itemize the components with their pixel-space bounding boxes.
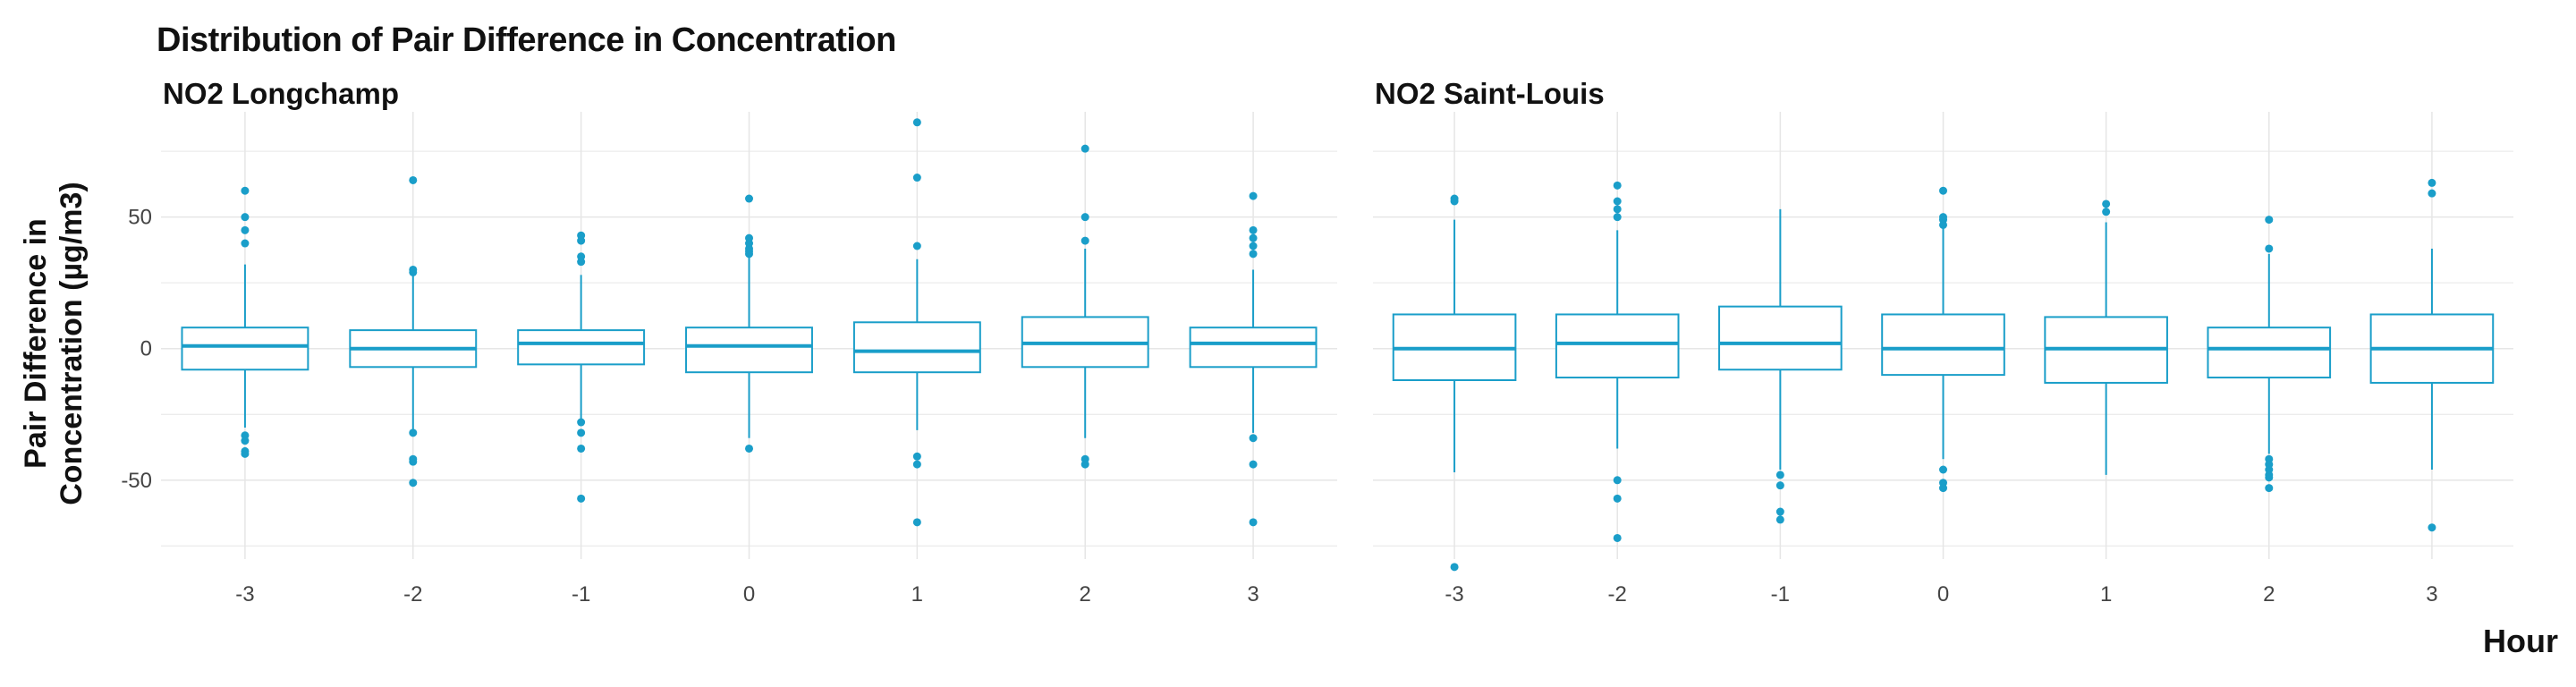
outlier-point <box>241 449 250 458</box>
outlier-point <box>1613 197 1622 206</box>
box <box>181 327 309 371</box>
outlier-point <box>1775 507 1784 516</box>
outlier-point <box>2265 244 2274 253</box>
outlier-point <box>1450 197 1459 206</box>
outlier-point <box>1249 250 1258 259</box>
outlier-point <box>1249 233 1258 242</box>
x-tick-label: -1 <box>572 582 590 606</box>
outlier-point <box>1249 518 1258 527</box>
outlier-point <box>577 494 586 503</box>
outlier-point <box>1613 494 1622 503</box>
outlier-point <box>577 258 586 267</box>
outlier-point <box>409 175 418 184</box>
outlier-point <box>912 460 921 469</box>
box <box>1555 313 1680 379</box>
outlier-point <box>409 457 418 466</box>
x-tick-label: -2 <box>1608 582 1627 606</box>
box <box>2207 327 2332 379</box>
outlier-point <box>912 518 921 527</box>
x-tick-label: -1 <box>1771 582 1790 606</box>
outlier-point <box>1249 460 1258 469</box>
x-axis-label: Hour <box>2483 623 2558 659</box>
x-tick-label: -2 <box>403 582 422 606</box>
x-tick-label: 2 <box>1080 582 1091 606</box>
outlier-point <box>1080 213 1089 222</box>
box <box>1881 313 2005 377</box>
outlier-point <box>1939 220 1947 229</box>
outlier-point <box>241 186 250 195</box>
chart-title: Distribution of Pair Difference in Conce… <box>157 21 896 59</box>
outlier-point <box>1613 205 1622 214</box>
outlier-point <box>1080 460 1089 469</box>
box <box>1718 305 1843 371</box>
x-tick-label: 1 <box>911 582 923 606</box>
outlier-point <box>241 225 250 234</box>
outlier-point <box>241 239 250 248</box>
x-tick-label: 0 <box>743 582 755 606</box>
outlier-point <box>577 428 586 437</box>
outlier-point <box>409 267 418 276</box>
outlier-point <box>241 213 250 222</box>
outlier-point <box>2428 523 2436 532</box>
outlier-point <box>1249 242 1258 250</box>
outlier-point <box>1080 236 1089 245</box>
x-tick-label: 3 <box>2426 582 2437 606</box>
outlier-point <box>912 118 921 127</box>
outlier-point <box>1775 471 1784 479</box>
outlier-point <box>2265 216 2274 225</box>
x-tick-label: 2 <box>2263 582 2275 606</box>
box <box>852 321 981 374</box>
box <box>517 329 646 366</box>
y-tick-label: -50 <box>121 469 152 493</box>
x-tick-label: 1 <box>2100 582 2112 606</box>
outlier-point <box>409 479 418 488</box>
outlier-point <box>241 437 250 445</box>
outlier-point <box>1939 484 1947 493</box>
outlier-point <box>912 174 921 182</box>
outlier-point <box>409 428 418 437</box>
outlier-point <box>1775 515 1784 524</box>
outlier-point <box>1613 181 1622 190</box>
outlier-point <box>1613 476 1622 485</box>
outlier-point <box>1939 186 1947 195</box>
outlier-point <box>2265 473 2274 482</box>
outlier-point <box>1450 563 1459 572</box>
outlier-point <box>577 236 586 245</box>
outlier-point <box>1249 191 1258 200</box>
outlier-point <box>2102 208 2111 216</box>
outlier-point <box>2428 189 2436 198</box>
outlier-point <box>577 418 586 427</box>
outlier-point <box>1775 481 1784 490</box>
outlier-point <box>1249 225 1258 234</box>
outlier-point <box>2265 484 2274 493</box>
x-tick-label: 3 <box>1247 582 1258 606</box>
x-tick-label: -3 <box>235 582 254 606</box>
outlier-point <box>745 250 753 259</box>
outlier-point <box>912 242 921 250</box>
box <box>685 327 813 374</box>
panel-title: NO2 Saint-Louis <box>1375 77 1605 110</box>
outlier-point <box>2102 199 2111 208</box>
y-tick-label: 0 <box>140 337 152 361</box>
outlier-point <box>1613 213 1622 222</box>
x-tick-label: 0 <box>1937 582 1949 606</box>
outlier-point <box>1249 434 1258 443</box>
outlier-point <box>745 194 753 203</box>
outlier-point <box>745 444 753 453</box>
y-tick-label: 50 <box>128 206 152 230</box>
outlier-point <box>577 444 586 453</box>
outlier-point <box>912 452 921 461</box>
panel-title: NO2 Longchamp <box>163 77 399 110</box>
x-tick-label: -3 <box>1445 582 1463 606</box>
box <box>1189 327 1318 369</box>
outlier-point <box>1080 144 1089 153</box>
outlier-point <box>2428 178 2436 187</box>
outlier-point <box>1613 533 1622 542</box>
outlier-point <box>1939 465 1947 474</box>
